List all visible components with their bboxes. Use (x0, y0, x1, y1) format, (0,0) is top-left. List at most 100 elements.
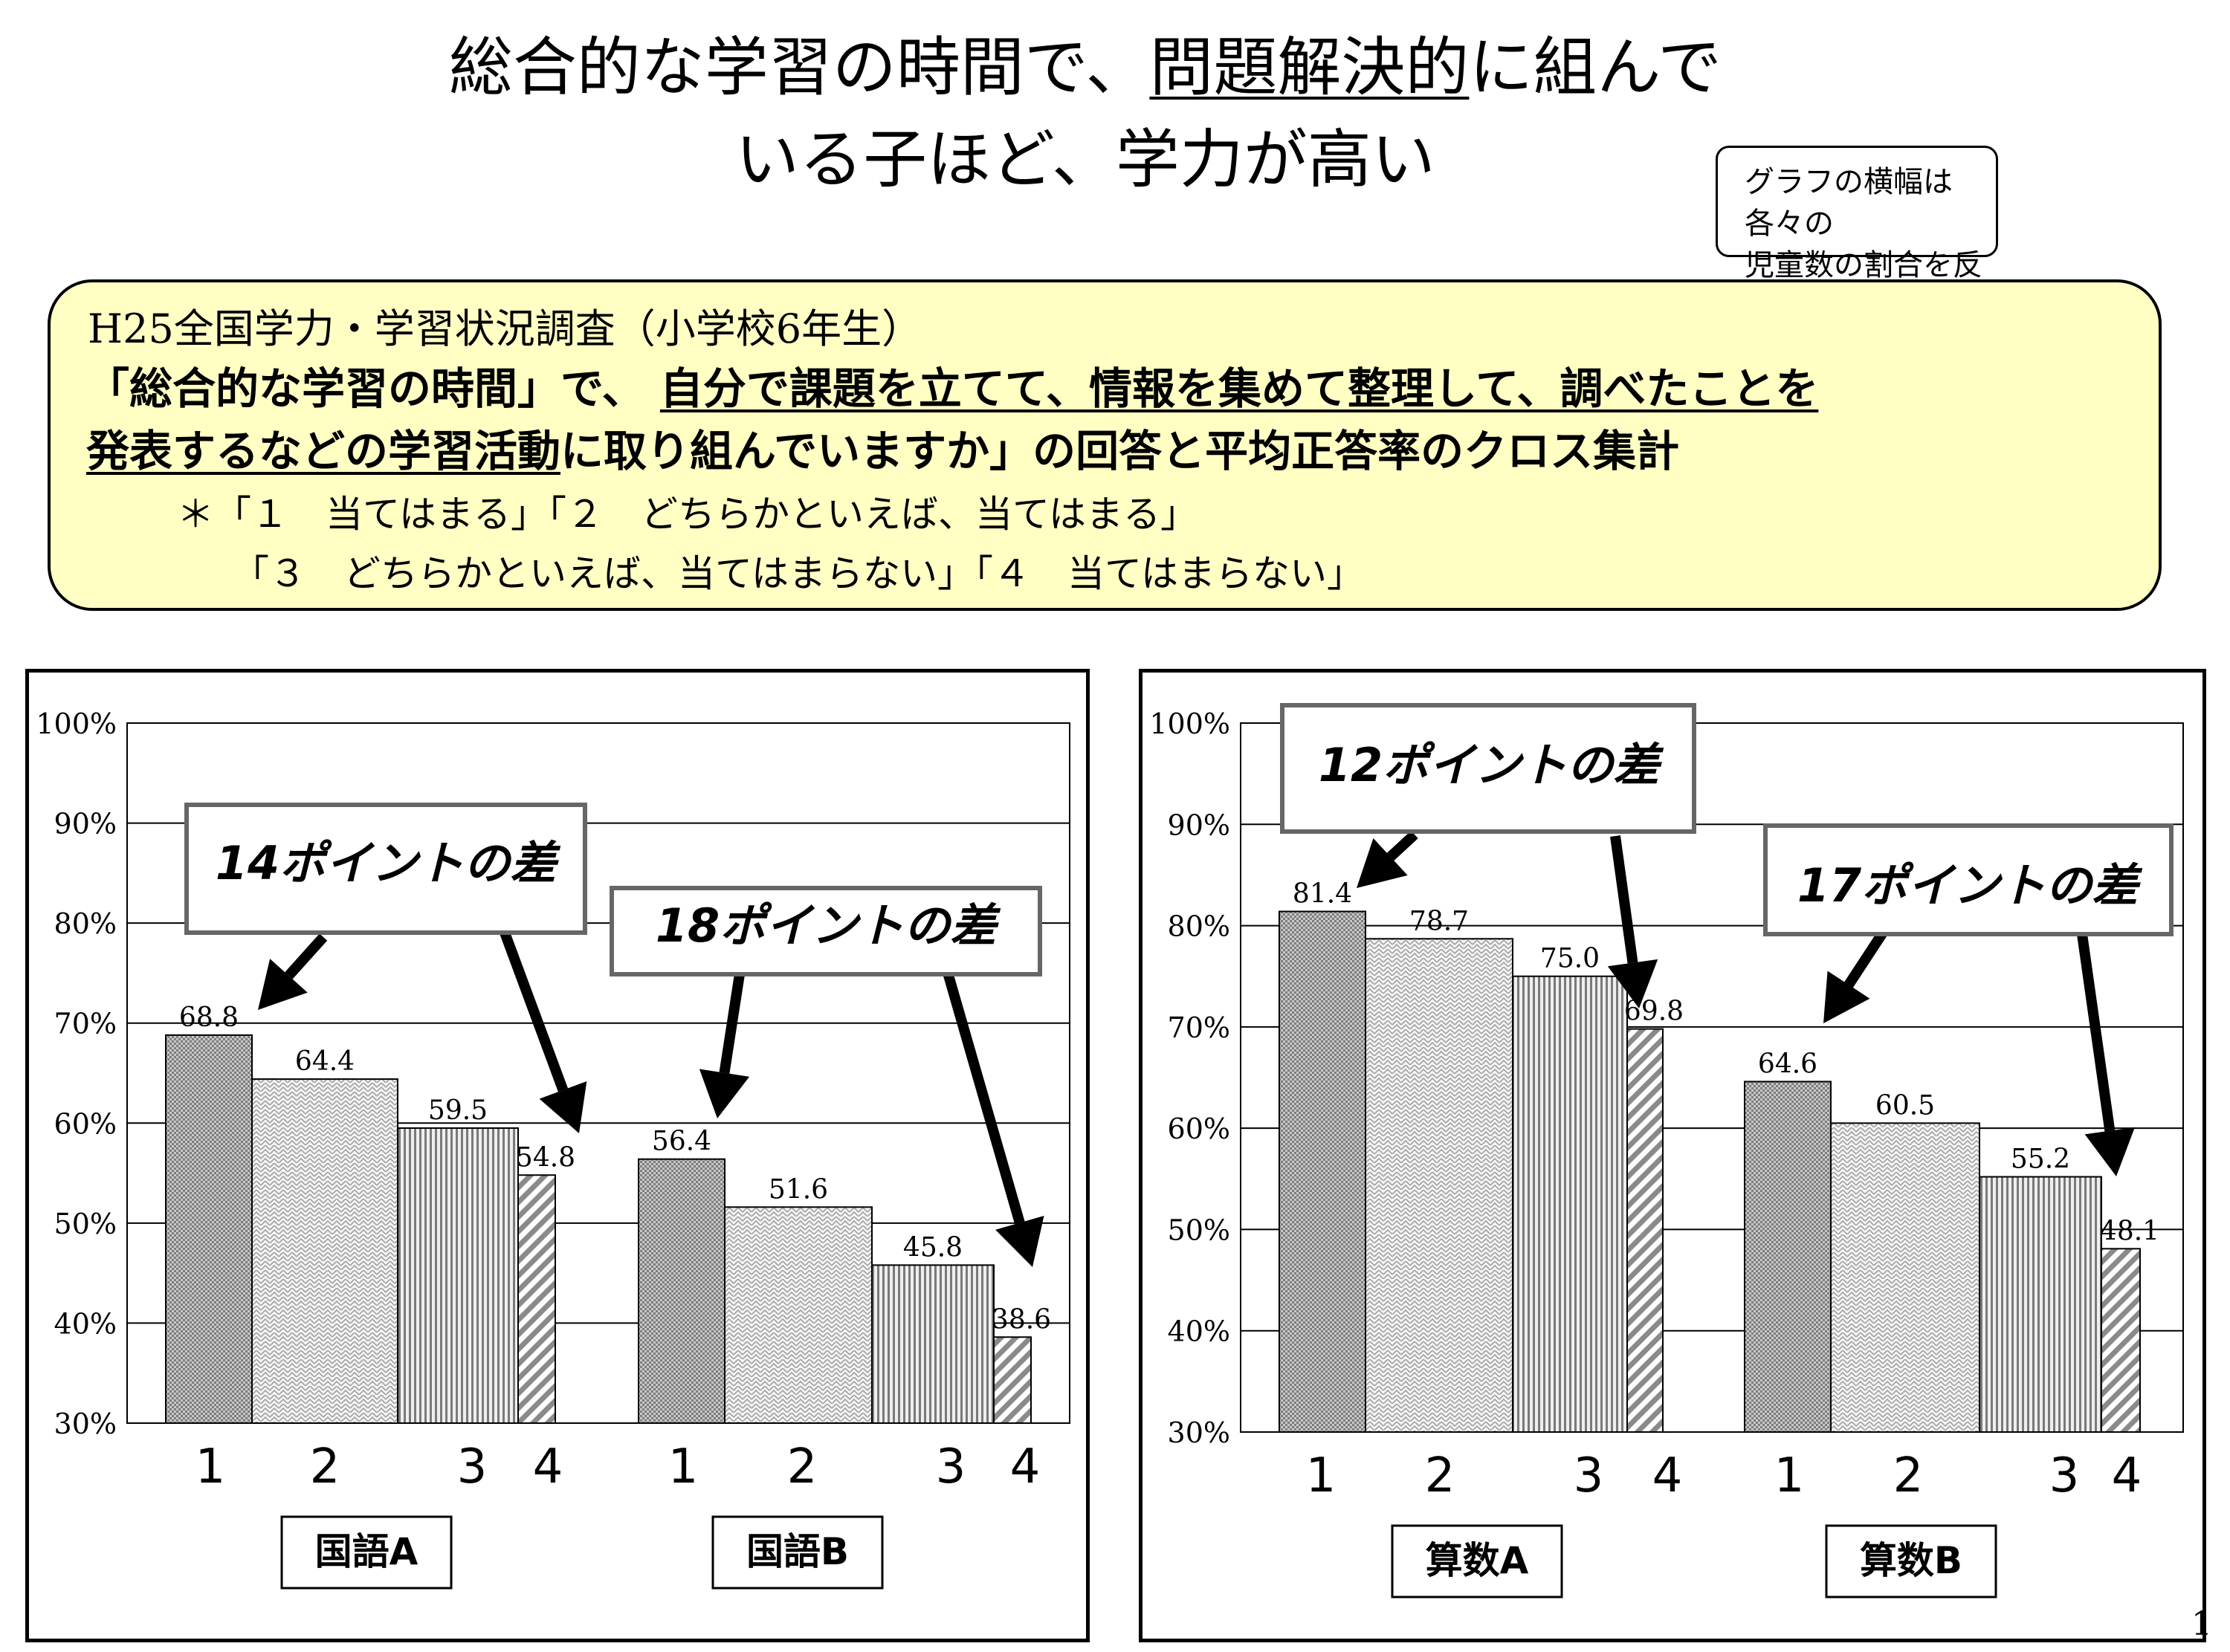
x-category-label: 3 (936, 1439, 966, 1494)
x-category-label: 1 (195, 1439, 226, 1494)
annotation-arrow (2077, 933, 2116, 1132)
annotation-arrow (285, 933, 328, 979)
bar-value-label: 51.6 (769, 1174, 828, 1205)
annotation-box (1763, 823, 2174, 936)
y-tick-label: 30% (1168, 1416, 1230, 1449)
annotation-arrow (1844, 930, 1887, 988)
bar (517, 1174, 556, 1425)
y-tick-label: 80% (54, 907, 117, 940)
chart-math: 100% 90% 80% 70% 60% 50% 40% 30% 81.4 78.7 75.0 69.… (1149, 703, 2184, 1598)
bar-value-label: 78.7 (1409, 906, 1469, 936)
page-title-line1: 総合的な学習の時間で、問題解決的に組んで (0, 27, 2200, 108)
x-category-label: 2 (310, 1439, 340, 1494)
bar-value-label: 81.4 (1293, 878, 1352, 909)
y-tick-label: 100% (1149, 707, 1230, 740)
y-tick-label: 40% (54, 1307, 117, 1340)
bar (724, 1206, 873, 1425)
annotation-text: 17ポイントの差 (1797, 858, 2143, 913)
annotation-text: 18ポイントの差 (656, 898, 1001, 953)
annotation-arrowhead (699, 1069, 750, 1118)
chart-panel-japanese: 100% 90% 80% 70% 60% 50% 40% 30% 68.8 64.4 59.5 54.… (25, 669, 1090, 1642)
group-label-box (711, 1515, 884, 1590)
answer-options-line1: ＊「１ 当てはまる」「２ どちらかといえば、当てはまる」 (177, 493, 1198, 536)
note-line2: 児童数の割合を反映 (1745, 248, 1982, 324)
answer-options-line2: 「３ どちらかといえば、当てはまらない」「４ 当てはまらない」 (232, 552, 1364, 595)
x-category-label: 4 (2112, 1448, 2142, 1503)
annotation-arrowhead (1607, 959, 1658, 1008)
title-part1: 総合的な学習の時間で、 (448, 30, 1150, 105)
annotation-text: 12ポイントの差 (1319, 738, 1664, 792)
bar-value-label: 64.4 (295, 1046, 355, 1077)
annotation-arrow (500, 930, 569, 1092)
bar (2101, 1248, 2141, 1434)
x-category-label: 2 (787, 1439, 818, 1494)
bar-value-label: 64.6 (1758, 1049, 1817, 1079)
annotation-text: 14ポイントの差 (216, 836, 561, 890)
bar (1830, 1122, 1980, 1433)
y-tick-label: 70% (1168, 1011, 1230, 1044)
bar-value-label: 45.8 (903, 1232, 963, 1263)
annotation-arrow (943, 971, 1025, 1225)
bar (1279, 910, 1366, 1433)
bar (1979, 1176, 2102, 1433)
group-label: 国語A (315, 1530, 418, 1573)
bar-value-label: 60.5 (1875, 1090, 1935, 1121)
survey-name: H25全国学力・学習状況調査（小学校6年生） (88, 305, 922, 352)
y-tick-label: 50% (1168, 1214, 1230, 1246)
annotation-box (1280, 703, 1696, 834)
question-part2-underlined: 自分で課題を立てて、情報を集めて整理して、調べたことを (659, 363, 1819, 414)
bar (1626, 1028, 1664, 1433)
question-part4: に取り組んでいますか」の回答と平均正答率のクロス集計 (560, 426, 1680, 476)
group-label-box (1825, 1524, 1997, 1598)
x-category-label: 3 (2049, 1448, 2080, 1503)
x-category-label: 1 (1306, 1448, 1337, 1503)
bar-value-label: 55.2 (2011, 1144, 2070, 1175)
question-part1: 「総合的な学習の時間」で、 (86, 363, 645, 414)
x-category-label: 3 (1574, 1448, 1604, 1503)
group-label: 国語B (746, 1530, 849, 1573)
group-label-box (1391, 1524, 1563, 1598)
y-tick-label: 80% (1168, 910, 1230, 943)
bar (871, 1264, 995, 1424)
y-tick-label: 50% (54, 1208, 117, 1240)
x-category-label: 1 (668, 1439, 699, 1494)
bar (165, 1034, 253, 1424)
bar (638, 1158, 725, 1425)
chart-panel-math: 100% 90% 80% 70% 60% 50% 40% 30% 81.4 78.7 75.0 69.… (1139, 669, 2206, 1642)
annotation-arrow (719, 973, 745, 1074)
survey-question-line1: 「総合的な学習の時間」で、 自分で課題を立てて、情報を集めて整理して、調べたこと… (86, 354, 1818, 416)
title-part3: に組んで (1469, 30, 1722, 105)
y-tick-label: 30% (54, 1408, 117, 1440)
bar-value-label: 68.8 (179, 1002, 239, 1033)
y-tick-label: 90% (54, 808, 117, 840)
group-label: 算数B (1860, 1539, 1962, 1582)
y-tick-label: 90% (1168, 809, 1230, 841)
bar (1365, 938, 1513, 1433)
annotation-arrowhead (995, 1216, 1044, 1267)
bar (251, 1078, 398, 1424)
question-part3-underlined: 発表するなどの学習活動 (86, 426, 561, 476)
annotation-arrowhead (258, 959, 308, 1010)
y-tick-label: 60% (1168, 1112, 1230, 1145)
group-label: 算数A (1426, 1539, 1529, 1582)
bar (1512, 975, 1628, 1433)
bar-value-label: 69.8 (1624, 997, 1684, 1027)
survey-description-box: H25全国学力・学習状況調査（小学校6年生） 「総合的な学習の時間」で、 自分で… (48, 279, 2162, 611)
title-part2-underlined: 問題解決的 (1149, 30, 1470, 105)
bar-value-label: 38.6 (992, 1304, 1051, 1335)
width-note-box: グラフの横幅は各々の 児童数の割合を反映 (1716, 146, 1998, 324)
page-title-line2: いる子ほど、学力が高い (735, 123, 1435, 197)
x-category-label: 3 (457, 1439, 488, 1494)
page-number: 1 (2191, 1605, 2212, 1643)
annotation-arrowhead (539, 1081, 587, 1133)
annotation-arrowhead (2084, 1127, 2136, 1176)
bar-value-label: 56.4 (652, 1127, 711, 1157)
bar (397, 1127, 519, 1424)
bar (993, 1336, 1032, 1424)
bar-value-label: 48.1 (2100, 1216, 2159, 1246)
x-category-label: 4 (1652, 1448, 1683, 1503)
annotation-box (610, 886, 1042, 976)
note-line1: グラフの横幅は各々の (1745, 165, 1953, 241)
annotation-arrowhead (1357, 838, 1408, 888)
bar-value-label: 54.8 (516, 1142, 575, 1173)
